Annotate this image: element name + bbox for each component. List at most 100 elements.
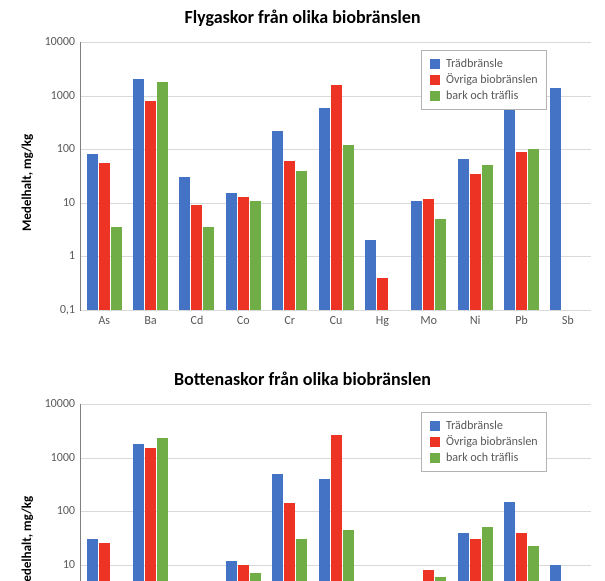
bar-trad <box>550 565 561 581</box>
legend-swatch <box>430 453 440 463</box>
y-tick-label: 0,1 <box>60 303 81 317</box>
bar-trad <box>133 79 144 310</box>
x-tick-label: Hg <box>376 310 389 328</box>
plot-area: 0,1110100100010000AsBaCdCoCrCuHgMoNiPbSb… <box>80 404 591 581</box>
bar-ovrig <box>470 539 481 581</box>
x-tick-label: Mo <box>420 310 437 328</box>
gridline <box>81 404 591 405</box>
x-tick-label: Sb <box>562 310 574 328</box>
bar-ovrig <box>331 435 342 581</box>
bar-ovrig <box>423 199 434 310</box>
bar-trad <box>87 539 98 581</box>
bar-trad <box>87 154 98 310</box>
bar-bark <box>528 546 539 581</box>
bar-trad <box>458 533 469 581</box>
x-tick-label: Ni <box>470 310 481 328</box>
bar-bark <box>296 171 307 310</box>
bar-bark <box>111 227 122 310</box>
chart-title: Bottenaskor från olika biobränslen <box>0 368 605 390</box>
bar-bark <box>435 577 446 581</box>
bar-ovrig <box>423 570 434 581</box>
bar-bark <box>528 149 539 310</box>
bar-ovrig <box>284 503 295 581</box>
bar-bark <box>203 227 214 310</box>
bar-bark <box>157 438 168 581</box>
legend-label: Trädbränsle <box>446 419 503 433</box>
bar-ovrig <box>191 205 202 310</box>
bar-bark <box>482 165 493 310</box>
legend-swatch <box>430 421 440 431</box>
legend-label: Trädbränsle <box>446 57 503 71</box>
bar-ovrig <box>99 543 110 581</box>
y-tick-label: 1 <box>69 249 81 263</box>
page: { "series": [ { "key": "trad", "label": … <box>0 0 605 581</box>
bar-bark <box>435 219 446 310</box>
bar-trad <box>319 479 330 581</box>
x-tick-label: Ba <box>144 310 156 328</box>
bar-bark <box>343 145 354 310</box>
x-tick-label: Cu <box>330 310 343 328</box>
chart-bottenaskor: Bottenaskor från olika biobränslen 0,1110… <box>0 362 605 581</box>
bar-ovrig <box>238 197 249 310</box>
legend-label: bark och träflis <box>446 451 518 465</box>
bar-ovrig <box>238 565 249 581</box>
bar-bark <box>157 82 168 310</box>
legend-item: Övriga biobränslen <box>430 435 538 449</box>
bar-bark <box>296 539 307 581</box>
bar-trad <box>272 131 283 310</box>
legend-item: Trädbränsle <box>430 57 538 71</box>
legend-swatch <box>430 437 440 447</box>
chart-flygaskor: Flygaskor från olika biobränslen0,111010… <box>0 0 605 350</box>
y-tick-label: 100 <box>57 504 81 518</box>
y-tick-label: 10 <box>63 196 81 210</box>
bar-trad <box>272 474 283 581</box>
y-tick-label: 10000 <box>45 397 81 411</box>
gridline <box>81 42 591 43</box>
chart-title: Flygaskor från olika biobränslen <box>0 6 605 28</box>
bar-ovrig <box>516 152 527 310</box>
bar-bark <box>343 530 354 581</box>
y-tick-label: 1000 <box>51 89 81 103</box>
bar-trad <box>458 159 469 310</box>
bar-trad <box>411 201 422 310</box>
y-tick-label: 1000 <box>51 451 81 465</box>
bar-ovrig <box>284 161 295 310</box>
bar-trad <box>226 561 237 581</box>
x-tick-label: As <box>98 310 110 328</box>
legend-swatch <box>430 75 440 85</box>
plot-area: 0,1110100100010000AsBaCdCoCrCuHgMoNiPbSb… <box>80 42 591 311</box>
legend-label: Övriga biobränslen <box>446 435 538 449</box>
legend-label: Övriga biobränslen <box>446 73 538 87</box>
bar-trad <box>550 88 561 310</box>
x-tick-label: Cd <box>191 310 204 328</box>
bar-bark <box>250 573 261 581</box>
legend-item: bark och träflis <box>430 89 538 103</box>
bar-ovrig <box>516 533 527 581</box>
bar-trad <box>179 177 190 310</box>
bar-ovrig <box>145 448 156 581</box>
legend-label: bark och träflis <box>446 89 518 103</box>
y-tick-label: 10 <box>63 558 81 572</box>
legend-item: bark och träflis <box>430 451 538 465</box>
bar-bark <box>482 527 493 581</box>
bar-ovrig <box>145 101 156 310</box>
legend: Trädbränsle Övriga biobränslen bark och tr… <box>421 412 547 472</box>
bar-ovrig <box>99 163 110 310</box>
bar-trad <box>504 98 515 310</box>
y-tick-label: 100 <box>57 142 81 156</box>
bar-trad <box>133 444 144 581</box>
bar-bark <box>250 201 261 310</box>
bar-ovrig <box>331 85 342 310</box>
legend-item: Trädbränsle <box>430 419 538 433</box>
y-axis-title: Medelhalt, mg/kg <box>20 134 35 231</box>
legend-swatch <box>430 59 440 69</box>
bar-ovrig <box>470 174 481 310</box>
legend-item: Övriga biobränslen <box>430 73 538 87</box>
bar-trad <box>226 193 237 310</box>
bar-trad <box>365 240 376 310</box>
legend: Trädbränsle Övriga biobränslen bark och tr… <box>421 50 547 110</box>
y-axis-title: Medelhalt, mg/kg <box>20 496 35 581</box>
bar-trad <box>504 502 515 581</box>
x-tick-label: Co <box>237 310 250 328</box>
y-tick-label: 10000 <box>45 35 81 49</box>
